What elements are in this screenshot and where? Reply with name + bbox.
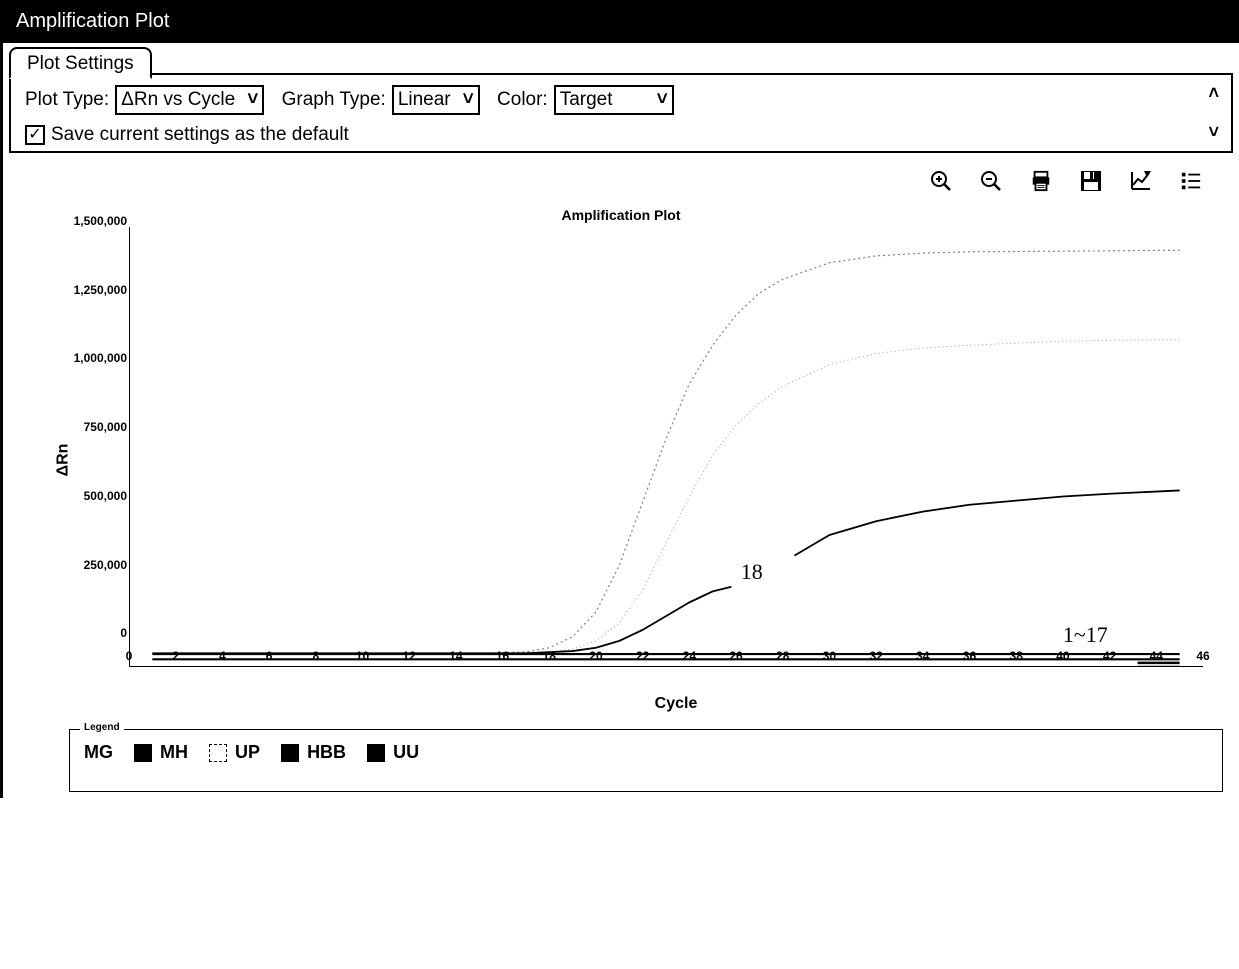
legend-item-label: MH [160, 742, 188, 763]
legend-swatch [367, 744, 385, 762]
chevron-down-icon: ˅ [657, 89, 668, 111]
x-tick-label: 6 [266, 649, 273, 663]
x-tick-label: 30 [823, 649, 836, 663]
legend-item-label: MG [84, 742, 113, 763]
x-tick-label: 24 [683, 649, 696, 663]
x-tick-label: 4 [219, 649, 226, 663]
scroll-indicators: ˄ ˅ [1208, 83, 1219, 143]
x-tick-label: 34 [916, 649, 929, 663]
plot-type-label: Plot Type: [25, 89, 109, 111]
x-tick-label: 22 [636, 649, 649, 663]
chart-area: Amplification Plot ΔRn 0250,000500,00075… [19, 207, 1223, 713]
y-tick-label: 1,000,000 [69, 351, 127, 365]
plot-svg [129, 227, 1203, 667]
graph-type-label: Graph Type: [282, 89, 386, 111]
save-default-checkbox[interactable]: ✓ [25, 125, 45, 145]
zoom-in-icon[interactable] [927, 167, 955, 195]
save-icon[interactable] [1077, 167, 1105, 195]
x-tick-label: 40 [1056, 649, 1069, 663]
x-tick-label: 36 [963, 649, 976, 663]
x-tick-label: 20 [589, 649, 602, 663]
save-default-row: ✓ Save current settings as the default [25, 123, 1217, 147]
print-icon[interactable] [1027, 167, 1055, 195]
chevron-down-icon: ˅ [247, 89, 258, 111]
y-tick-label: 0 [69, 626, 127, 640]
y-ticks: 0 250,000 500,000 750,000 1,000,000 1,250,000… [69, 207, 129, 647]
y-tick-label: 750,000 [69, 420, 127, 434]
color-select[interactable]: Target ˅ [554, 85, 674, 115]
zoom-out-icon[interactable] [977, 167, 1005, 195]
tab-label: Plot Settings [27, 53, 134, 74]
x-tick-label: 8 [312, 649, 319, 663]
series-curve_mid [152, 340, 1179, 654]
x-tick-label: 16 [496, 649, 509, 663]
x-tick-label: 38 [1010, 649, 1023, 663]
legend-item-label: HBB [307, 742, 346, 763]
legend-swatch [134, 744, 152, 762]
edit-chart-icon[interactable] [1127, 167, 1155, 195]
chart-toolbar [9, 153, 1233, 201]
chart-annotation: 1~17 [1063, 622, 1108, 648]
graph-type-value: Linear [398, 89, 451, 111]
color-label: Color: [497, 89, 548, 111]
x-tick-label: 10 [356, 649, 369, 663]
chevron-up-icon[interactable]: ˄ [1208, 83, 1219, 104]
x-tick-label: 28 [776, 649, 789, 663]
y-tick-label: 250,000 [69, 558, 127, 572]
x-tick-label: 46 [1196, 649, 1209, 663]
x-tick-label: 18 [543, 649, 556, 663]
series-curve_18_seg2 [794, 490, 1179, 555]
chart-annotation: 18 [741, 559, 763, 585]
series-curve_top [152, 250, 1179, 653]
x-tick-label: 44 [1150, 649, 1163, 663]
x-tick-label: 14 [449, 649, 462, 663]
legend-item-label: UP [235, 742, 260, 763]
series-curve_18_seg1 [152, 587, 731, 654]
y-tick-label: 1,250,000 [69, 283, 127, 297]
plot-box: 18 1~17 [129, 227, 1203, 667]
x-tick-label: 32 [869, 649, 882, 663]
tab-plot-settings[interactable]: Plot Settings [9, 47, 152, 79]
y-tick-label: 500,000 [69, 489, 127, 503]
plot-type-select[interactable]: ΔRn vs Cycle ˅ [115, 85, 264, 115]
chart-title: Amplification Plot [19, 207, 1223, 223]
x-tick-label: 42 [1103, 649, 1116, 663]
x-ticks: 0246810121416182022242628303234363840424… [129, 649, 1203, 669]
plot-type-value: ΔRn vs Cycle [121, 89, 235, 111]
window-title: Amplification Plot [16, 10, 169, 32]
x-tick-label: 26 [729, 649, 742, 663]
options-icon[interactable] [1177, 167, 1205, 195]
x-tick-label: 12 [402, 649, 415, 663]
save-default-label: Save current settings as the default [51, 124, 349, 146]
x-axis-label: Cycle [129, 695, 1223, 713]
legend-title: Legend [80, 722, 124, 733]
chevron-down-icon[interactable]: ˅ [1208, 122, 1219, 143]
legend-item-label: UU [393, 742, 419, 763]
content-area: Plot Settings ˄ ˅ Plot Type: ΔRn vs Cycl… [0, 43, 1239, 798]
legend-swatch [281, 744, 299, 762]
color-value: Target [560, 89, 613, 111]
legend-swatch [209, 744, 227, 762]
settings-row: Plot Type: ΔRn vs Cycle ˅ Graph Type: Li… [25, 85, 1217, 115]
legend-items: MG MH UP HBB UU [84, 742, 1208, 763]
graph-type-select[interactable]: Linear ˅ [392, 85, 480, 115]
plot-settings-panel: Plot Settings ˄ ˅ Plot Type: ΔRn vs Cycl… [9, 73, 1233, 153]
chevron-down-icon: ˅ [463, 89, 474, 111]
x-tick-label: 0 [126, 649, 133, 663]
legend-box: Legend MG MH UP HBB UU [69, 729, 1223, 792]
y-tick-label: 1,500,000 [69, 214, 127, 228]
x-tick-label: 2 [172, 649, 179, 663]
window-title-bar: Amplification Plot [0, 0, 1239, 43]
